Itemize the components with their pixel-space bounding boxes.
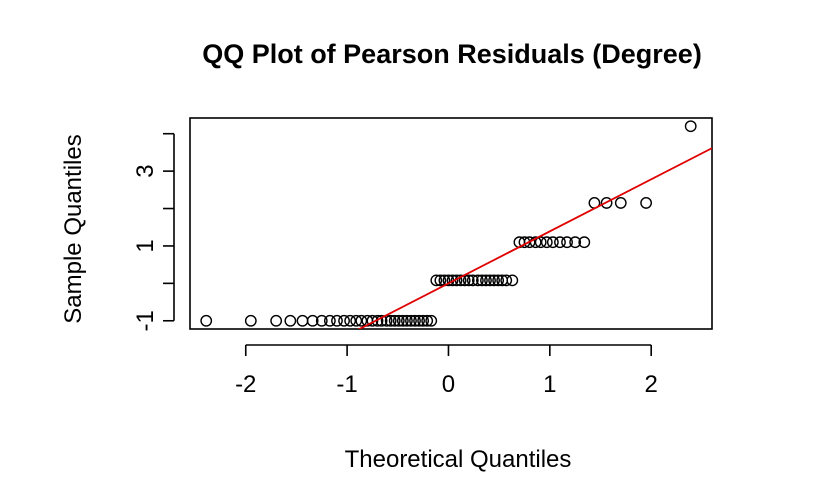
data-point (480, 274, 492, 287)
data-point (392, 314, 405, 327)
data-point (409, 314, 421, 327)
data-point (401, 314, 413, 327)
data-point (366, 314, 379, 327)
data-point (523, 236, 536, 249)
data-point (434, 274, 447, 287)
data-point (244, 314, 257, 327)
y-tick-label: 1 (132, 239, 159, 252)
data-point (446, 274, 459, 287)
y-tick-label: -1 (132, 310, 159, 331)
data-point (384, 314, 397, 327)
data-point (296, 314, 309, 327)
data-point (569, 236, 582, 249)
data-point (492, 274, 505, 287)
data-point (540, 236, 553, 249)
x-tick-label: -1 (336, 371, 357, 398)
data-point (350, 314, 363, 327)
data-point (578, 236, 591, 249)
data-point (344, 314, 357, 327)
x-tick-label: -2 (235, 371, 256, 398)
data-point (323, 314, 336, 327)
data-point (270, 314, 283, 327)
plot-area: -2 -1 0 1 2 -1 1 3 (132, 117, 713, 398)
data-point (640, 197, 653, 209)
chart-title: QQ Plot of Pearson Residuals (Degree) (202, 39, 702, 69)
data-point (471, 274, 484, 287)
data-point (506, 274, 519, 287)
reference-line (357, 147, 712, 329)
data-point (315, 314, 328, 327)
data-point (421, 314, 434, 327)
data-point (684, 120, 697, 133)
data-point (331, 314, 343, 327)
data-point (425, 314, 438, 327)
data-point (371, 314, 384, 327)
data-point (614, 197, 627, 209)
data-point (430, 274, 443, 287)
data-point (355, 314, 368, 327)
data-point (488, 274, 500, 287)
data-point (200, 314, 213, 327)
data-point (396, 314, 409, 327)
data-point (338, 314, 350, 327)
x-axis-label: Theoretical Quantiles (345, 446, 572, 473)
data-point (405, 314, 417, 327)
data-point (388, 314, 401, 327)
data-point (600, 197, 613, 209)
data-point (476, 274, 488, 287)
data-point (554, 236, 566, 249)
x-tick-label: 0 (442, 371, 455, 398)
data-point (306, 314, 319, 327)
plot-frame (189, 117, 713, 330)
data-point (450, 274, 463, 287)
data-point (546, 236, 559, 249)
x-tick-label: 2 (645, 371, 658, 398)
data-point (417, 314, 430, 327)
data-point (500, 274, 513, 287)
data-point (284, 314, 297, 327)
y-tick-label: 3 (132, 164, 159, 177)
y-axis-label: Sample Quantiles (60, 134, 87, 323)
data-point (466, 274, 479, 287)
data-point (484, 274, 496, 287)
data-point (413, 314, 425, 327)
x-tick-label: 1 (543, 371, 556, 398)
data-point (462, 274, 475, 287)
data-point (561, 236, 573, 249)
